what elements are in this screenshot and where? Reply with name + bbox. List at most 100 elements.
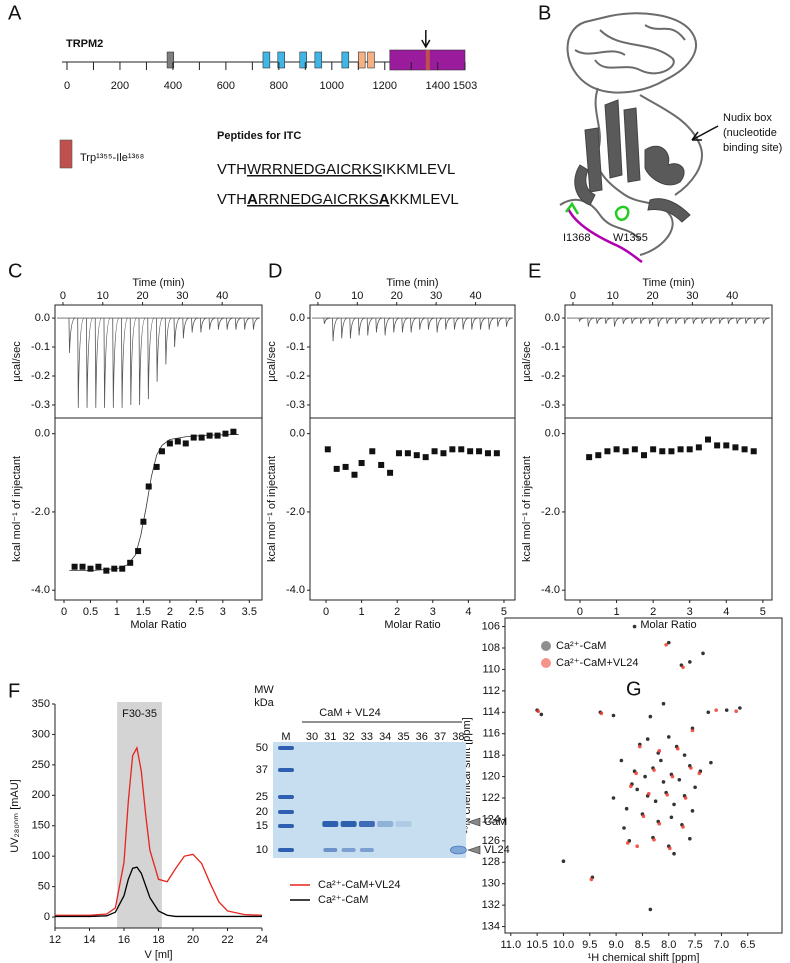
peak — [738, 706, 742, 710]
y-tick-label: 114 — [482, 706, 500, 718]
x-tick-label: 40 — [469, 290, 481, 302]
domain — [367, 51, 375, 69]
y-tick-label: 150 — [32, 820, 50, 832]
band-label: CaM — [484, 816, 507, 828]
lane-label: 34 — [379, 731, 391, 743]
x-tick-label: 2.5 — [189, 606, 204, 618]
injection-peak — [674, 317, 682, 324]
x-tick-label: 0 — [577, 606, 583, 618]
band-label: VL24 — [484, 844, 510, 856]
peak — [634, 771, 638, 776]
series-line — [55, 866, 262, 918]
data-point — [613, 446, 620, 453]
lane-label: 32 — [342, 731, 354, 743]
x-tick-label: 400 — [164, 80, 182, 92]
gel-band — [358, 821, 375, 827]
x-tick-label: 40 — [216, 290, 228, 302]
gel-band — [322, 821, 339, 827]
peak — [661, 780, 666, 784]
injection-peak — [410, 317, 417, 333]
data-point — [103, 567, 110, 574]
peak — [689, 766, 693, 770]
injection-peak — [86, 317, 94, 408]
lane-label: 37 — [434, 731, 446, 743]
domain — [299, 51, 307, 69]
injection-peak — [392, 317, 400, 333]
x-tick-label: 11.0 — [500, 939, 521, 951]
x-tick-label: 5 — [760, 606, 766, 618]
peak — [652, 837, 656, 842]
injection-peak — [77, 317, 85, 408]
ladder-band — [278, 746, 294, 750]
data-point — [166, 440, 173, 447]
data-point — [650, 446, 657, 453]
legend-label: Ca²⁺-CaM+VL24 — [556, 657, 639, 669]
data-point — [71, 563, 78, 570]
peak — [539, 712, 544, 717]
data-point — [87, 565, 94, 572]
y-tick-label: -0.2 — [541, 370, 560, 382]
legend-swatch — [59, 139, 73, 169]
injection-peak — [191, 317, 198, 333]
data-point — [135, 548, 142, 555]
panel-label: G — [626, 678, 642, 700]
lane-label: 33 — [361, 731, 373, 743]
y-tick-label: -0.1 — [286, 341, 305, 353]
lane-label: 38 — [452, 731, 464, 743]
gel-band — [340, 821, 357, 827]
injection-peak — [199, 317, 207, 333]
injection-peak — [701, 317, 708, 324]
plot-frame — [309, 417, 516, 601]
x-tick-label: 10 — [97, 290, 109, 302]
domain — [262, 51, 271, 69]
data-point — [431, 448, 438, 455]
plot-frame — [564, 417, 773, 601]
y-tick-label: 130 — [482, 878, 500, 890]
x-axis-title: Molar Ratio — [384, 619, 440, 631]
injection-peak — [340, 317, 348, 339]
domain — [314, 51, 323, 69]
x-tick-label: 8.5 — [635, 939, 650, 951]
legend-label: Ca²⁺-CaM+VL24 — [318, 879, 401, 891]
peak — [688, 836, 692, 841]
legend-label: Ca²⁺-CaM — [318, 894, 368, 906]
nudix-arrow — [691, 125, 719, 141]
y-tick-label: -0.3 — [286, 399, 305, 411]
injection-peak — [622, 317, 630, 324]
y-tick-label: 116 — [482, 728, 500, 740]
injection-peak — [332, 317, 339, 342]
injection-peak — [366, 317, 374, 336]
peak — [657, 749, 662, 753]
data-point — [119, 565, 126, 572]
peak — [638, 744, 642, 749]
annotation: (nucleotide — [723, 127, 777, 139]
y-tick-label: 0.0 — [35, 428, 50, 440]
y-tick-label: 100 — [32, 850, 50, 862]
peptide-sequence: VTHWRRNEDGAICRKSIKKMLEVL — [217, 161, 455, 178]
fraction-shade — [117, 702, 162, 928]
injection-peak — [762, 317, 770, 324]
peak — [683, 796, 688, 800]
peak — [635, 844, 639, 849]
x-tick-label: 10.5 — [526, 939, 547, 951]
x-tick-label: 0 — [570, 290, 576, 302]
injection-peak — [587, 317, 595, 327]
injection-peak — [479, 317, 487, 330]
x-tick-label: 1400 — [425, 80, 449, 92]
injection-peak — [103, 317, 111, 408]
data-point — [324, 446, 331, 453]
peak — [675, 746, 680, 751]
x-tick-label: 1 — [614, 606, 620, 618]
domain — [277, 51, 285, 69]
residue-arrow — [421, 30, 431, 49]
data-point — [230, 428, 237, 435]
data-point — [127, 559, 134, 566]
y-tick-label: 0.0 — [290, 312, 305, 324]
x-tick-label: 200 — [111, 80, 129, 92]
sequence-segment: VTH — [217, 191, 247, 208]
injection-peak — [453, 317, 461, 330]
injection-peak — [692, 317, 700, 324]
data-point — [111, 565, 118, 572]
peak — [629, 784, 633, 789]
peak — [672, 851, 676, 856]
